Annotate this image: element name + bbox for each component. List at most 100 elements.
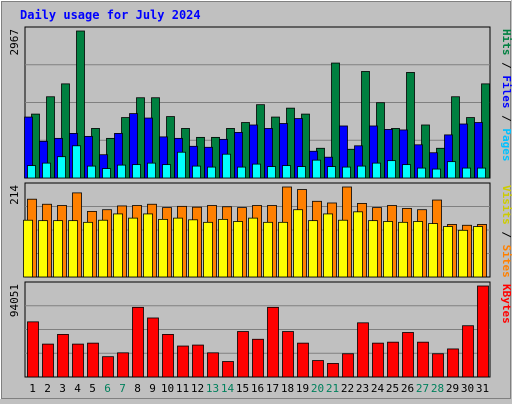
bar-kbytes xyxy=(27,321,39,378)
bar-kbytes xyxy=(462,325,474,378)
chart-title: Daily usage for July 2024 xyxy=(20,8,201,22)
legend-hits: Hits xyxy=(500,29,512,56)
bar-visits xyxy=(293,209,303,278)
bar-kbytes xyxy=(477,285,489,378)
bar-pages xyxy=(297,166,306,179)
bar-kbytes xyxy=(447,348,459,378)
x-tick-label: 5 xyxy=(89,382,96,395)
panel-visits-sites: 214 Visits / Sites xyxy=(8,182,512,278)
bar-visits xyxy=(113,213,123,278)
ymax-label-hits-files-pages: 2967 xyxy=(8,29,21,56)
bar-pages xyxy=(162,164,171,179)
bar-kbytes xyxy=(42,343,54,378)
x-tick-label: 23 xyxy=(356,382,369,395)
bar-visits xyxy=(83,221,93,278)
legend-visits-sites: Visits / Sites xyxy=(500,185,512,278)
x-tick-label: 1 xyxy=(29,382,36,395)
bar-pages xyxy=(147,162,156,179)
bar-kbytes xyxy=(342,353,354,378)
bar-pages xyxy=(222,153,231,179)
bar-pages xyxy=(282,165,291,179)
bar-pages xyxy=(177,151,186,179)
bar-pages xyxy=(117,164,126,179)
bar-kbytes xyxy=(402,332,414,378)
bar-pages xyxy=(237,166,246,179)
bar-visits xyxy=(308,220,318,278)
x-tick-label: 29 xyxy=(446,382,459,395)
x-tick-label: 13 xyxy=(206,382,219,395)
bar-kbytes xyxy=(252,338,264,378)
bar-pages xyxy=(252,163,261,179)
bar-kbytes xyxy=(417,341,429,378)
legend-separator: / xyxy=(500,225,512,245)
x-tick-label: 19 xyxy=(296,382,309,395)
bar-visits xyxy=(353,211,363,278)
bar-kbytes xyxy=(177,345,189,378)
x-tick-label: 11 xyxy=(176,382,189,395)
x-tick-label: 8 xyxy=(134,382,141,395)
bar-pages xyxy=(132,164,141,179)
bar-kbytes xyxy=(432,353,444,378)
x-tick-label: 25 xyxy=(386,382,399,395)
bar-pages xyxy=(87,165,96,179)
bar-pages xyxy=(327,166,336,179)
bar-kbytes xyxy=(87,342,99,378)
bar-visits xyxy=(323,213,333,278)
x-tick-label: 14 xyxy=(221,382,235,395)
x-tick-label: 24 xyxy=(371,382,385,395)
bar-visits xyxy=(158,218,168,278)
bar-kbytes xyxy=(222,361,234,378)
bar-visits xyxy=(128,217,138,278)
bar-visits xyxy=(473,226,483,278)
x-axis-labels: 1 2 3 4 5 6 7 8 9 10 11 12 13 14 15 16 17 18 19 20 21 22 23 24 2… xyxy=(29,382,489,395)
bar-visits xyxy=(428,223,438,278)
bar-pages xyxy=(462,167,471,179)
bar-pages xyxy=(357,165,366,179)
x-tick-label: 15 xyxy=(236,382,249,395)
chart-panels: 2967 Hits / Files / Pages 214 Visits / Site… xyxy=(8,26,512,378)
bar-kbytes xyxy=(297,342,309,378)
bar-visits xyxy=(233,221,243,278)
bar-pages xyxy=(27,165,36,179)
legend-separator: / xyxy=(500,56,512,76)
bar-visits xyxy=(368,220,378,278)
x-tick-label: 10 xyxy=(161,382,174,395)
bar-pages xyxy=(207,166,216,179)
bar-pages xyxy=(57,156,66,179)
bar-pages xyxy=(267,166,276,179)
bar-pages xyxy=(42,162,51,179)
bar-visits xyxy=(38,220,48,278)
bar-kbytes xyxy=(357,322,369,378)
bar-kbytes xyxy=(327,363,339,378)
bar-pages xyxy=(402,164,411,179)
legend-pages: Pages xyxy=(500,128,512,161)
legend-sites: Sites xyxy=(500,245,512,278)
bar-visits xyxy=(383,221,393,278)
bar-visits xyxy=(398,221,408,278)
bar-pages xyxy=(387,160,396,179)
bar-kbytes xyxy=(312,360,324,378)
bar-kbytes xyxy=(372,342,384,378)
bar-kbytes xyxy=(132,306,144,378)
legend-kbytes: KBytes xyxy=(500,284,512,324)
bar-kbytes xyxy=(387,341,399,378)
bar-pages xyxy=(417,167,426,179)
bar-pages xyxy=(447,161,456,179)
bar-kbytes xyxy=(267,306,279,378)
x-tick-label: 27 xyxy=(416,382,429,395)
x-tick-label: 2 xyxy=(44,382,51,395)
bar-pages xyxy=(432,168,441,179)
bar-visits xyxy=(68,220,78,278)
ymax-label-kbytes: 94051 xyxy=(8,284,21,317)
bar-kbytes xyxy=(207,352,219,378)
bar-visits xyxy=(173,217,183,278)
x-tick-label: 26 xyxy=(401,382,414,395)
x-tick-label: 3 xyxy=(59,382,66,395)
x-tick-label: 31 xyxy=(476,382,489,395)
bar-pages xyxy=(102,168,111,179)
bar-visits xyxy=(458,229,468,278)
bar-kbytes xyxy=(102,356,114,378)
bar-kbytes xyxy=(282,331,294,378)
bar-visits xyxy=(218,218,228,278)
